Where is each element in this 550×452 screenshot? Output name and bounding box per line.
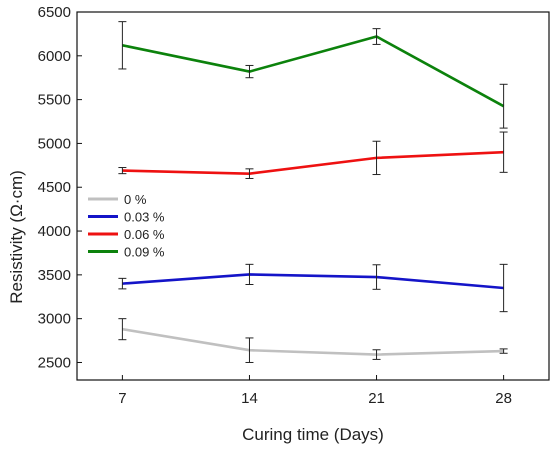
series-line: [122, 327, 504, 356]
error-bar: [372, 264, 381, 290]
error-bar: [499, 348, 508, 354]
series-line: [122, 273, 504, 290]
y-tick-label: 5500: [38, 92, 71, 109]
y-tick-label: 2500: [38, 354, 71, 371]
legend-item: 0 %: [88, 192, 147, 207]
x-tick-label: 21: [368, 390, 385, 407]
legend-label: 0 %: [124, 192, 147, 207]
legend-label: 0.09 %: [124, 245, 165, 260]
series-3: [118, 21, 508, 129]
x-tick-label: 7: [118, 390, 126, 407]
y-axis-label: Resistivity (Ω·cm): [7, 170, 26, 304]
error-bar: [118, 167, 127, 175]
y-tick-label: 4000: [38, 223, 71, 240]
series-line: [122, 150, 504, 175]
error-bar: [118, 277, 127, 290]
series-line: [122, 35, 505, 108]
y-tick-label: 6500: [38, 4, 71, 21]
error-bar: [499, 131, 508, 173]
legend-item: 0.03 %: [88, 210, 165, 225]
legend-item: 0.06 %: [88, 227, 165, 242]
series-2: [118, 131, 508, 179]
plot-frame: [76, 11, 550, 381]
x-axis-ticks: 7 14 21 28: [118, 375, 512, 407]
y-tick-label: 6000: [38, 48, 71, 65]
y-tick-label: 4500: [38, 179, 71, 196]
error-bar: [372, 349, 381, 360]
plot-border: [76, 11, 550, 381]
y-axis-ticks: 2500 3000 3500 4000 4500 5000 5500 6000 6500: [38, 4, 82, 371]
y-tick-label: 3000: [38, 311, 71, 328]
series-0: [118, 318, 508, 363]
y-tick-label: 5000: [38, 135, 71, 152]
y-tick-label: 3500: [38, 267, 71, 284]
legend-label: 0.03 %: [124, 210, 165, 225]
x-tick-label: 28: [495, 390, 512, 407]
series-layer: [118, 21, 508, 363]
error-bar: [245, 263, 254, 285]
x-tick-label: 14: [241, 390, 258, 407]
legend-item: 0.09 %: [88, 245, 165, 260]
series-1: [118, 263, 508, 313]
legend-label: 0.06 %: [124, 227, 165, 242]
error-bar: [118, 318, 127, 341]
error-bar: [118, 21, 127, 70]
legend: 0 % 0.03 % 0.06 % 0.09 %: [88, 192, 165, 260]
error-bar: [372, 28, 381, 45]
x-axis-label: Curing time (Days): [242, 425, 384, 444]
error-bar: [245, 337, 254, 363]
error-bar: [499, 263, 508, 313]
error-bar: [245, 64, 254, 79]
error-bar: [245, 168, 254, 179]
error-bar: [372, 140, 381, 176]
error-bar: [499, 83, 508, 129]
